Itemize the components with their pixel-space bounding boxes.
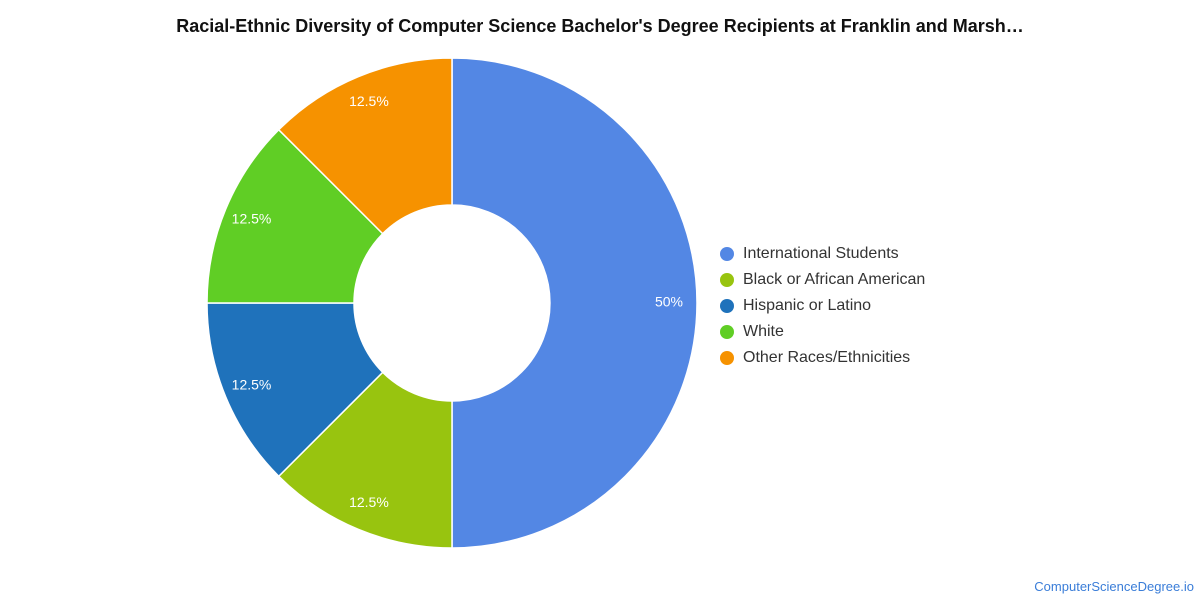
slice-white[interactable] (206, 128, 384, 304)
legend-label: International Students (743, 245, 899, 262)
slice-international-students[interactable] (451, 57, 698, 549)
slice-other-races-ethnicities[interactable] (277, 57, 453, 235)
source-credit-link[interactable]: ComputerScienceDegree.io (1034, 579, 1194, 594)
legend-swatch (720, 299, 734, 313)
legend-label: Other Races/Ethnicities (743, 349, 911, 366)
legend-label: White (743, 323, 784, 340)
chart-title: Racial-Ethnic Diversity of Computer Scie… (176, 16, 1024, 36)
legend-swatch (720, 247, 734, 261)
slice-black-or-african-american[interactable] (277, 371, 453, 549)
legend-swatch (720, 351, 734, 365)
slice-label-black-or-african-american: 12.5% (349, 494, 389, 510)
legend-label: Hispanic or Latino (743, 297, 872, 314)
legend-item-hispanic-or-latino[interactable]: Hispanic or Latino (720, 293, 925, 319)
legend-item-other-races-ethnicities[interactable]: Other Races/Ethnicities (720, 345, 925, 371)
slice-label-international-students: 50% (655, 294, 683, 310)
legend-label: Black or African American (743, 271, 926, 288)
chart-legend: International Students Black or African A… (720, 241, 925, 371)
legend-swatch (720, 325, 734, 339)
slice-hispanic-or-latino[interactable] (206, 302, 384, 478)
slice-label-white: 12.5% (232, 211, 272, 227)
slice-label-other-races-ethnicities: 12.5% (349, 93, 389, 109)
legend-item-white[interactable]: White (720, 319, 925, 345)
legend-item-international-students[interactable]: International Students (720, 241, 925, 267)
slice-label-hispanic-or-latino: 12.5% (232, 377, 272, 393)
legend-swatch (720, 273, 734, 287)
legend-item-black-or-african-american[interactable]: Black or African American (720, 267, 925, 293)
